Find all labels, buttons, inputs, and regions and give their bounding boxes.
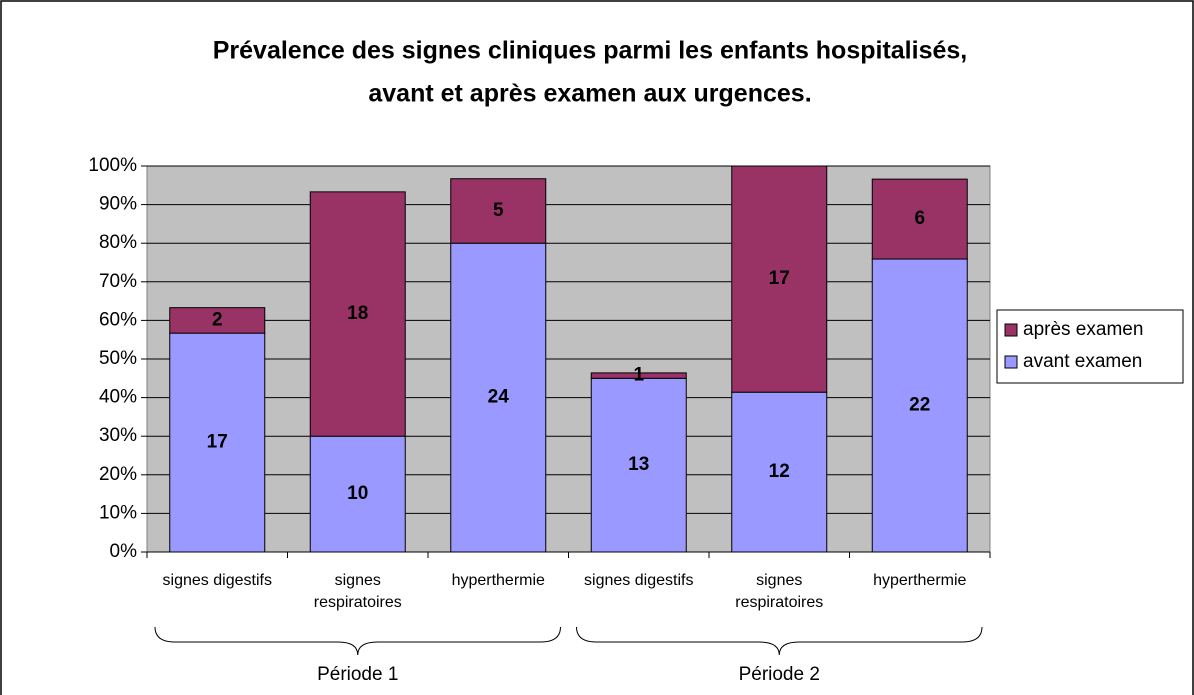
data-label: 12 (769, 461, 790, 482)
data-label: 13 (628, 454, 649, 475)
legend-label: avant examen (1023, 351, 1142, 372)
x-tick-label: signes respiratoires (313, 572, 402, 611)
data-label: 5 (493, 200, 504, 221)
chart-title: Prévalence des signes cliniques parmi le… (213, 37, 967, 65)
data-label: 6 (914, 208, 925, 229)
bar-segment (731, 165, 828, 393)
x-tick-label: signes digestifs (584, 572, 694, 589)
x-tick-label: hyperthermie (451, 572, 545, 589)
data-label: 2 (212, 309, 223, 330)
data-label: 1 (633, 365, 644, 386)
group-brace (154, 626, 561, 656)
data-label: 17 (769, 268, 790, 289)
legend-swatch (1004, 323, 1018, 337)
bar-segment (590, 377, 687, 553)
y-tick-label: 40% (99, 387, 137, 408)
y-tick-label: 70% (99, 271, 137, 292)
bar-segment (450, 242, 547, 553)
bar-segment (309, 435, 406, 553)
y-tick-label: 0% (110, 541, 138, 562)
x-tick-label: signes digestifs (162, 572, 272, 589)
y-tick-label: 50% (99, 348, 137, 369)
bar-segment (169, 332, 266, 553)
group-label: Période 2 (739, 664, 820, 685)
y-tick-label: 90% (99, 194, 137, 215)
data-label: 24 (488, 387, 510, 408)
y-tick-label: 10% (99, 502, 137, 523)
bar-segment (871, 178, 968, 260)
bar-segment (450, 178, 547, 244)
chart-title: avant et après examen aux urgences. (368, 80, 811, 108)
data-label: 22 (909, 395, 930, 416)
bar-segment (590, 372, 687, 379)
x-tick-label: hyperthermie (873, 572, 967, 589)
legend-label: après examen (1023, 319, 1143, 340)
group-brace (576, 626, 983, 656)
y-tick-label: 100% (88, 155, 137, 176)
data-label: 17 (207, 432, 228, 453)
data-label: 18 (347, 303, 368, 324)
legend-swatch (1004, 355, 1018, 369)
x-tick-label: signes respiratoires (735, 572, 824, 611)
bar-segment (309, 191, 406, 437)
bar-segment (871, 258, 968, 553)
y-tick-label: 20% (99, 464, 137, 485)
bar-segment (169, 307, 266, 334)
y-tick-label: 60% (99, 309, 137, 330)
legend-box (996, 309, 1184, 384)
group-label: Période 1 (317, 664, 398, 685)
y-tick-label: 80% (99, 232, 137, 253)
data-label: 10 (347, 483, 368, 504)
y-tick-label: 30% (99, 425, 137, 446)
bar-segment (731, 391, 828, 553)
